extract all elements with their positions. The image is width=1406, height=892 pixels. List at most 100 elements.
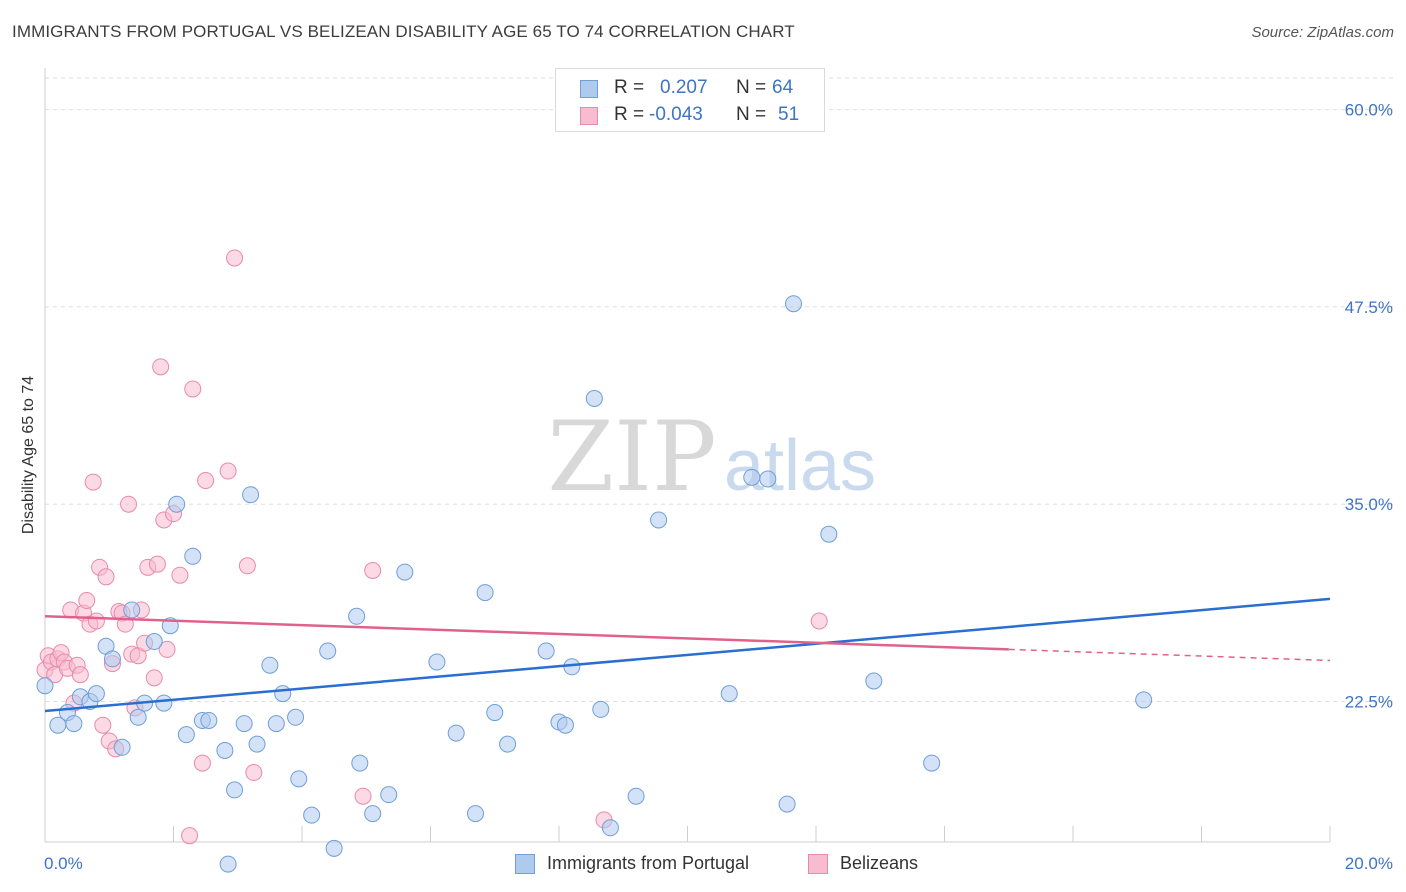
belizeans-point (245, 764, 263, 782)
portugal-point (486, 704, 504, 722)
portugal-point (923, 754, 941, 772)
belizeans-point (238, 557, 256, 575)
belizeans-point (226, 249, 244, 267)
x-tick-label-min: 0.0% (44, 854, 83, 873)
belizeans-point (354, 787, 372, 805)
correlation-legend: R = 0.207 N = 64 R = -0.043 N = 51 (555, 68, 825, 132)
portugal-point (303, 806, 321, 824)
portugal-point (865, 672, 883, 690)
portugal-point (65, 715, 83, 733)
portugal-point (177, 726, 195, 744)
belizeans-trend-line (44, 615, 1009, 651)
portugal-point (476, 584, 494, 602)
portugal-point (248, 735, 266, 753)
portugal-point (226, 781, 244, 799)
portugal-point (348, 607, 366, 625)
legend-r-value: -0.043 (649, 104, 703, 125)
portugal-point (563, 658, 581, 676)
legend-n-label: N = (736, 77, 767, 98)
portugal-point (537, 642, 555, 660)
portugal-point (36, 677, 54, 695)
legend-row-portugal: R = 0.207 N = 64 (556, 75, 824, 103)
y-tick-label: 35.0% (1345, 495, 1393, 514)
portugal-point (216, 741, 234, 759)
grid-layer (45, 77, 1394, 703)
watermark-zip: ZIP (547, 401, 716, 513)
portugal-point (627, 787, 645, 805)
portugal-point (290, 770, 308, 788)
portugal-point (820, 525, 838, 543)
legend-n-label: N = (736, 104, 767, 125)
trend-lines (44, 597, 1331, 713)
belizeans-point (148, 555, 166, 573)
portugal-point (87, 685, 105, 703)
belizeans-point (364, 561, 382, 579)
belizeans-point (87, 612, 105, 630)
portugal-point (184, 547, 202, 565)
portugal-point (129, 708, 147, 726)
portugal-point (267, 715, 285, 733)
axis-layer: 22.5% 35.0% 47.5% 60.0% 0.0% 20.0% (44, 68, 1393, 873)
watermark: ZIP atlas (547, 401, 876, 513)
portugal-point (155, 694, 173, 712)
portugal-point (319, 642, 337, 660)
portugal-point (274, 685, 292, 703)
source-label: Source: ZipAtlas.com (1251, 24, 1394, 41)
portugal-point (103, 650, 121, 668)
portugal-point (123, 601, 141, 619)
portugal-point (601, 819, 619, 837)
legend-r-value: 0.207 (660, 77, 708, 98)
belizeans-point (184, 380, 202, 398)
portugal-point (380, 786, 398, 804)
belizeans-point (171, 566, 189, 584)
portugal-point (720, 685, 738, 703)
legend-swatch-pink (580, 107, 598, 125)
belizeans-point (78, 591, 96, 609)
series-swatch-blue (515, 854, 535, 874)
legend-swatch-blue (580, 80, 598, 98)
legend-n-value: 64 (772, 77, 794, 98)
portugal-point (1135, 691, 1153, 709)
portugal-point (113, 738, 131, 756)
portugal-point (396, 563, 414, 581)
legend-r-label: R = (614, 104, 645, 125)
portugal-point (466, 805, 484, 823)
portugal-point (219, 855, 237, 873)
portugal-point (145, 633, 163, 651)
belizeans-point (120, 495, 138, 513)
portugal-point (325, 839, 343, 857)
y-axis-label: Disability Age 65 to 74 (20, 376, 37, 534)
legend-row-belizeans: R = -0.043 N = 51 (556, 102, 824, 130)
portugal-point (351, 754, 369, 772)
portugal-point (585, 389, 603, 407)
belizeans-points (36, 249, 828, 845)
portugal-point (235, 715, 253, 733)
portugal-points (36, 295, 1153, 873)
portugal-point (168, 495, 186, 513)
belizeans-trend-extension (1008, 648, 1331, 662)
belizeans-point (810, 612, 828, 630)
belizeans-point (197, 472, 215, 490)
portugal-point (556, 716, 574, 734)
portugal-point (778, 795, 796, 813)
y-tick-label: 47.5% (1345, 298, 1393, 317)
belizeans-point (97, 568, 115, 586)
x-tick-label-max: 20.0% (1345, 854, 1393, 873)
belizeans-point (193, 754, 211, 772)
series-label-portugal: Immigrants from Portugal (547, 853, 750, 873)
y-tick-label: 60.0% (1345, 101, 1393, 120)
portugal-trend-line (44, 597, 1331, 713)
portugal-point (592, 700, 610, 718)
y-tick-label: 22.5% (1345, 693, 1393, 712)
legend-n-value: 51 (778, 104, 800, 125)
portugal-point (428, 653, 446, 671)
belizeans-point (219, 462, 237, 480)
chart-title: IMMIGRANTS FROM PORTUGAL VS BELIZEAN DIS… (12, 22, 795, 41)
belizeans-point (181, 827, 199, 845)
watermark-atlas: atlas (724, 426, 876, 506)
portugal-point (759, 470, 777, 488)
belizeans-point (152, 358, 170, 376)
portugal-point (785, 295, 803, 313)
series-swatch-pink (808, 854, 828, 874)
